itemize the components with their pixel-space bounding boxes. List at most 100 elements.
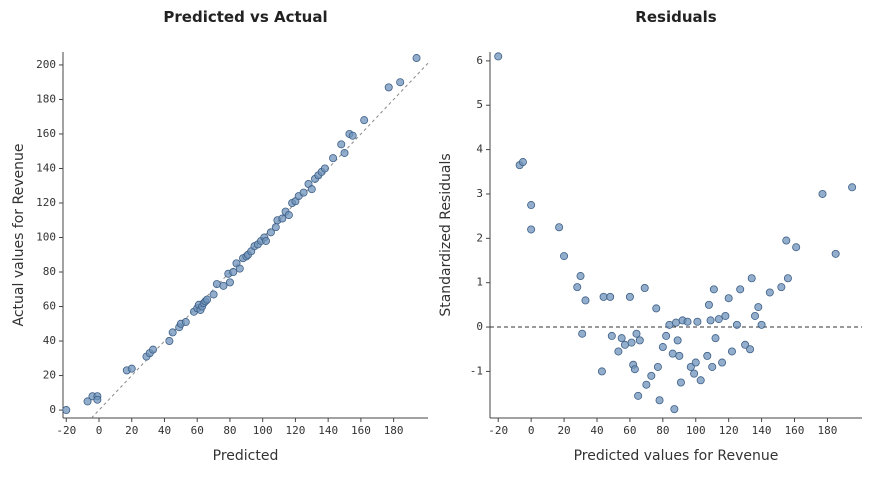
point — [573, 283, 582, 292]
point — [181, 318, 190, 327]
point — [271, 223, 280, 232]
point — [704, 300, 713, 309]
point — [320, 164, 329, 173]
point — [736, 285, 745, 294]
point — [831, 249, 840, 258]
y-tick-label: 120 — [36, 196, 56, 209]
point — [818, 189, 827, 198]
point — [235, 264, 244, 273]
x-tick-label: 20 — [125, 424, 138, 437]
point — [741, 340, 750, 349]
point — [168, 328, 177, 337]
point — [665, 320, 674, 329]
point — [708, 362, 717, 371]
point — [635, 336, 644, 345]
point — [754, 303, 763, 312]
x-tick-label: 40 — [590, 424, 603, 437]
point — [518, 158, 527, 167]
point — [614, 347, 623, 356]
chart-title: Predicted vs Actual — [163, 8, 327, 26]
point — [617, 334, 626, 343]
point — [670, 405, 679, 414]
x-tick-label: 160 — [785, 424, 805, 437]
chart-title: Residuals — [635, 8, 716, 26]
point — [703, 351, 712, 360]
y-tick-label: 20 — [43, 369, 56, 382]
point — [299, 188, 308, 197]
y-axis-label: Standardized Residuals — [438, 153, 454, 316]
point — [721, 311, 730, 320]
y-tick-label: 4 — [476, 143, 483, 156]
x-tick-label: 20 — [557, 424, 570, 437]
y-axis-label: Actual values for Revenue — [11, 144, 27, 327]
point — [672, 318, 681, 327]
y-tick-label: 40 — [43, 334, 56, 347]
point — [225, 278, 234, 287]
point — [625, 292, 634, 301]
x-tick-label: 120 — [285, 424, 305, 437]
point — [149, 345, 158, 354]
x-tick-label: 120 — [719, 424, 739, 437]
y-tick-label: 3 — [476, 187, 483, 200]
point — [673, 336, 682, 345]
point — [693, 317, 702, 326]
x-tick-label: -20 — [56, 424, 76, 437]
x-axis-label: Predicted — [213, 448, 279, 464]
point — [597, 367, 606, 376]
x-tick-label: 60 — [191, 424, 204, 437]
point — [348, 131, 357, 140]
point — [642, 380, 651, 389]
point — [630, 365, 639, 374]
point — [212, 280, 221, 289]
point — [83, 397, 92, 406]
x-tick-label: 80 — [223, 424, 236, 437]
point — [746, 345, 755, 354]
point — [307, 185, 316, 194]
point — [662, 331, 671, 340]
point — [668, 349, 677, 358]
x-tick-label: 140 — [318, 424, 338, 437]
point — [782, 236, 791, 245]
point — [747, 274, 756, 283]
point — [627, 338, 636, 347]
point — [360, 116, 369, 125]
point — [165, 337, 174, 346]
y-tick-label: 100 — [36, 231, 56, 244]
y-tick-label: 1 — [476, 276, 483, 289]
point — [718, 358, 727, 367]
point — [607, 331, 616, 340]
point — [412, 54, 421, 63]
point — [494, 52, 503, 61]
point — [578, 329, 587, 338]
point — [599, 292, 608, 301]
point — [337, 140, 346, 149]
point — [683, 317, 692, 326]
point — [792, 243, 801, 252]
point — [340, 148, 349, 157]
point — [714, 315, 723, 324]
point — [686, 362, 695, 371]
point — [384, 83, 393, 92]
x-tick-label: 80 — [656, 424, 669, 437]
y-tick-label: 200 — [36, 58, 56, 71]
point — [647, 371, 656, 380]
x-tick-label: 60 — [623, 424, 636, 437]
point — [93, 395, 102, 404]
y-tick-label: 180 — [36, 92, 56, 105]
point — [219, 281, 228, 290]
point — [765, 288, 774, 297]
point — [620, 340, 629, 349]
point — [62, 406, 71, 415]
x-tick-label: 100 — [686, 424, 706, 437]
y-tick-label: 0 — [49, 403, 56, 416]
point — [284, 211, 293, 220]
point — [209, 290, 218, 299]
x-tick-label: 140 — [752, 424, 772, 437]
point — [848, 183, 857, 192]
y-tick-label: 80 — [43, 265, 56, 278]
point — [640, 284, 649, 293]
y-tick-label: -1 — [470, 364, 483, 377]
x-tick-label: 160 — [351, 424, 371, 437]
y-tick-label: 5 — [476, 98, 483, 111]
